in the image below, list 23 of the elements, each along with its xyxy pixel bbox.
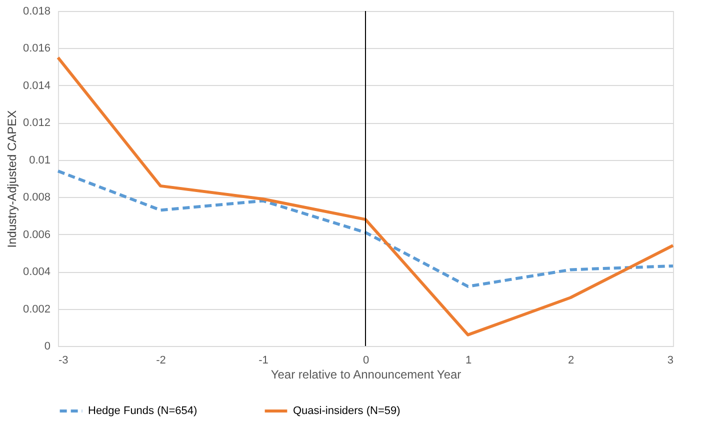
y-tick-label: 0 [44, 340, 50, 352]
y-tick-label: 0.018 [22, 6, 50, 18]
y-tick-label: 0.008 [22, 192, 50, 204]
line-series [56, 170, 674, 288]
x-tick-label: -3 [58, 354, 68, 366]
y-tick-label: 0.004 [22, 266, 50, 278]
x-tick-label: -2 [156, 354, 166, 366]
legend-label: Quasi-insiders (N=59) [293, 405, 400, 417]
line-series [56, 56, 674, 336]
y-tick-label: 0.014 [22, 80, 50, 92]
x-tick-label: -1 [258, 354, 268, 366]
x-tick-label: 2 [568, 354, 574, 366]
x-tick-label: 1 [465, 354, 472, 366]
y-tick-label: 0.012 [22, 117, 50, 130]
legend-label: Hedge Funds (N=654) [88, 405, 198, 417]
x-tick-label: 0 [362, 354, 370, 366]
x-tick-label: 3 [667, 354, 674, 366]
y-tick-label: 0.01 [29, 154, 50, 166]
y-axis-title: Industry-Adjusted CAPEX [4, 110, 19, 248]
x-axis-title: Year relative to Announcement Year [270, 368, 462, 382]
y-tick-label: 0.016 [22, 42, 50, 55]
y-tick-label: 0.002 [22, 303, 50, 316]
y-tick-label: 0.006 [22, 228, 50, 241]
